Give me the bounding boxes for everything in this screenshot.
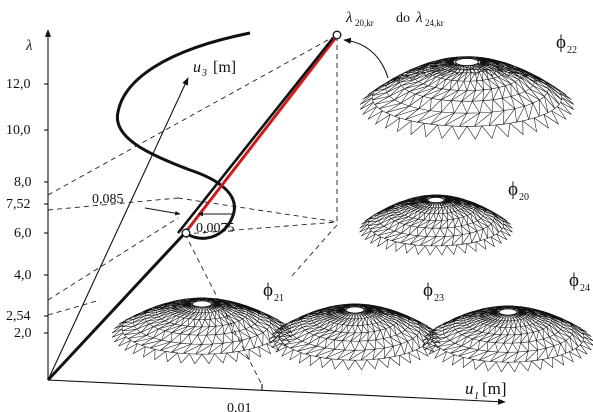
dome-crown-ring xyxy=(427,196,445,204)
u1-axis-label: u 1 [m] xyxy=(465,379,507,402)
dome-phi22 xyxy=(359,56,575,140)
svg-text:[m]: [m] xyxy=(482,379,507,398)
curved-pointer-arrow xyxy=(343,37,389,79)
dome-mesh xyxy=(422,305,593,373)
dome-phi24 xyxy=(422,305,593,373)
svg-text:ϕ: ϕ xyxy=(263,280,273,301)
svg-text:24,kr: 24,kr xyxy=(425,18,444,28)
axes xyxy=(44,29,506,405)
dome-mesh xyxy=(111,297,293,365)
dome-crown-ring xyxy=(498,308,518,316)
critical-path-segment xyxy=(183,35,339,234)
dome-mesh xyxy=(359,194,513,256)
u3-axis xyxy=(47,77,189,381)
dome-phi20 xyxy=(359,194,513,256)
svg-text:20,kr: 20,kr xyxy=(355,18,374,28)
lambda-tick-labels: 12,0 10,0 8,0 7,52 6,0 4,0 2,54 2,0 xyxy=(6,77,48,341)
mode-label-phi21: ϕ 21 xyxy=(263,280,284,304)
critical-point xyxy=(332,30,342,40)
u3-value-label: 0,085 xyxy=(92,192,124,207)
tick-12: 12,0 xyxy=(6,77,31,92)
tick-10: 10,0 xyxy=(6,123,31,138)
u1-small-value-label: 0,0075 xyxy=(196,221,235,236)
u1-axis xyxy=(47,379,506,405)
svg-text:λ: λ xyxy=(345,10,353,26)
tick-6: 6,0 xyxy=(14,226,32,241)
mode-label-phi23: ϕ 23 xyxy=(423,280,444,304)
u3-axis-label: u 3 [m] xyxy=(193,59,236,79)
tick-7-52: 7,52 xyxy=(6,197,31,212)
mode-label-phi24: ϕ 24 xyxy=(569,270,590,294)
svg-text:u: u xyxy=(465,379,474,398)
svg-text:20: 20 xyxy=(519,192,529,203)
u1-value-label: 0,01 xyxy=(227,401,252,412)
dome-mesh xyxy=(359,56,575,140)
svg-text:24: 24 xyxy=(580,283,590,294)
bifurcation-point xyxy=(181,228,191,238)
svg-text:ϕ: ϕ xyxy=(508,179,518,200)
critical-path-companion xyxy=(176,37,335,234)
dome-phi21 xyxy=(111,297,293,365)
svg-text:1: 1 xyxy=(474,391,479,402)
svg-text:λ: λ xyxy=(415,10,423,26)
dome-phi23 xyxy=(269,303,441,371)
mode-label-phi20: ϕ 20 xyxy=(508,179,529,203)
tick-2-54: 2,54 xyxy=(6,309,31,324)
svg-text:ϕ: ϕ xyxy=(556,32,566,53)
equilibrium-path xyxy=(46,31,251,382)
dome-crown-ring xyxy=(455,57,479,67)
svg-text:do: do xyxy=(396,11,410,26)
dome-mesh xyxy=(269,303,441,371)
dome-crown-ring xyxy=(345,306,365,314)
tick-4: 4,0 xyxy=(14,268,32,283)
svg-text:ϕ: ϕ xyxy=(569,270,579,291)
tick-2: 2,0 xyxy=(14,326,32,341)
svg-text:23: 23 xyxy=(434,293,444,304)
svg-text:3: 3 xyxy=(201,68,207,79)
lambda-axis-label: λ xyxy=(25,38,33,54)
svg-text:u: u xyxy=(193,59,201,76)
critical-lambda-label: λ 20,kr do λ 24,kr xyxy=(345,10,444,28)
svg-text:ϕ: ϕ xyxy=(423,280,433,301)
svg-text:22: 22 xyxy=(567,45,577,56)
mode-label-phi22: ϕ 22 xyxy=(556,32,577,56)
tick-8: 8,0 xyxy=(14,175,32,190)
dome-crown-ring xyxy=(191,300,213,308)
svg-text:21: 21 xyxy=(274,293,284,304)
svg-text:[m]: [m] xyxy=(213,59,236,76)
